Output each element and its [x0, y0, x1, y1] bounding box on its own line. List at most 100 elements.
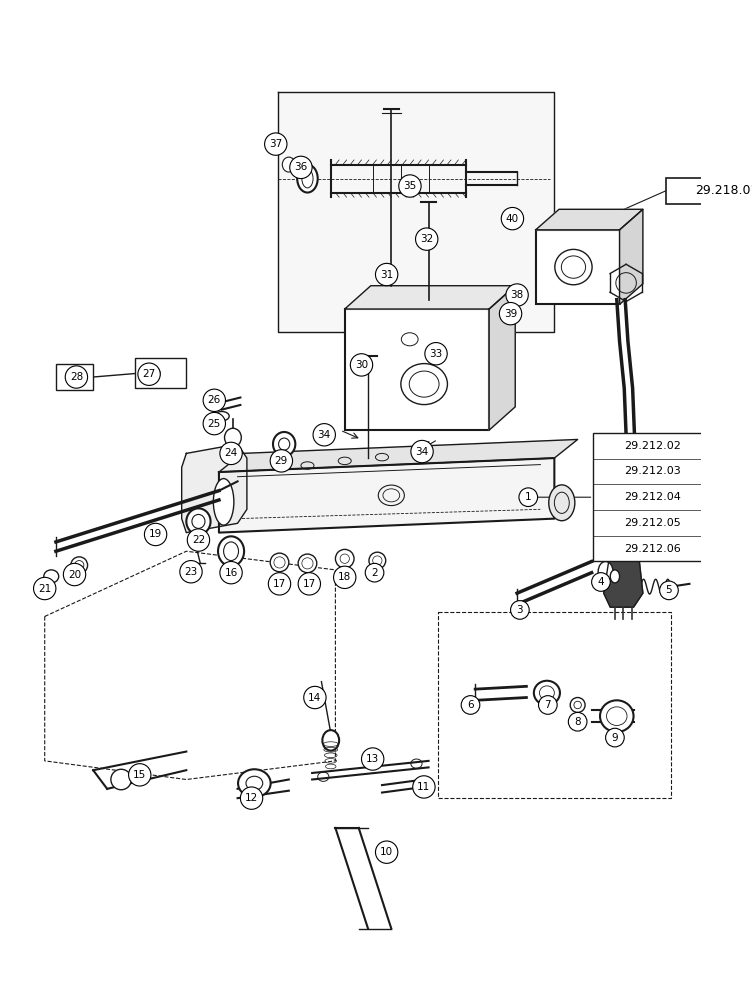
Bar [135, 358, 186, 388]
Circle shape [375, 263, 398, 286]
Polygon shape [219, 439, 578, 472]
Circle shape [65, 366, 87, 388]
Circle shape [298, 573, 320, 595]
Text: 19: 19 [149, 529, 162, 539]
Circle shape [129, 764, 151, 786]
Ellipse shape [273, 432, 296, 456]
Ellipse shape [369, 552, 386, 569]
Text: 15: 15 [133, 770, 147, 780]
Text: 17: 17 [273, 579, 286, 589]
Ellipse shape [225, 428, 241, 447]
Text: 6: 6 [467, 700, 474, 710]
Ellipse shape [111, 769, 132, 790]
Circle shape [411, 440, 433, 463]
Ellipse shape [71, 557, 87, 574]
Text: 17: 17 [303, 579, 316, 589]
Text: 27: 27 [142, 369, 156, 379]
Circle shape [268, 573, 291, 595]
Polygon shape [182, 444, 247, 533]
Text: 10: 10 [380, 847, 393, 857]
Circle shape [499, 302, 522, 325]
Text: 37: 37 [269, 139, 283, 149]
Circle shape [350, 354, 373, 376]
Circle shape [187, 529, 210, 551]
Circle shape [425, 343, 447, 365]
Text: 30: 30 [355, 360, 368, 370]
Circle shape [506, 284, 528, 306]
Circle shape [362, 748, 384, 770]
Text: 12: 12 [245, 793, 258, 803]
Ellipse shape [549, 485, 575, 521]
Text: 33: 33 [429, 349, 443, 359]
Text: 13: 13 [366, 754, 379, 764]
Text: 29.212.06: 29.212.06 [624, 544, 681, 554]
Text: 26: 26 [208, 395, 221, 405]
Ellipse shape [218, 536, 244, 566]
Text: 7: 7 [544, 700, 551, 710]
Ellipse shape [555, 249, 592, 285]
Text: 4: 4 [598, 577, 605, 587]
Circle shape [511, 601, 529, 619]
Text: 22: 22 [192, 535, 205, 545]
Circle shape [220, 442, 242, 465]
Text: 29.212.02: 29.212.02 [623, 441, 681, 451]
Text: 31: 31 [380, 270, 393, 280]
Circle shape [34, 577, 56, 600]
Text: 24: 24 [224, 448, 238, 458]
Circle shape [592, 573, 611, 591]
Ellipse shape [570, 698, 585, 712]
Circle shape [203, 412, 226, 435]
Ellipse shape [238, 769, 271, 797]
Text: 29.218.01: 29.218.01 [695, 184, 752, 197]
Text: 34: 34 [415, 447, 429, 457]
Circle shape [265, 133, 287, 155]
Circle shape [375, 841, 398, 863]
Circle shape [334, 566, 356, 589]
Circle shape [270, 450, 293, 472]
Circle shape [144, 523, 167, 546]
Ellipse shape [600, 700, 633, 732]
Text: 16: 16 [224, 568, 238, 578]
Circle shape [519, 488, 538, 507]
Circle shape [416, 228, 438, 250]
Polygon shape [604, 551, 643, 607]
Circle shape [304, 686, 326, 709]
Ellipse shape [214, 411, 229, 421]
Bar [535, 230, 620, 304]
Polygon shape [277, 92, 554, 332]
Ellipse shape [298, 554, 317, 573]
Ellipse shape [297, 165, 317, 193]
Text: 20: 20 [68, 570, 81, 580]
Text: 36: 36 [294, 162, 308, 172]
Circle shape [63, 563, 86, 586]
Ellipse shape [282, 157, 296, 172]
Text: 29: 29 [274, 456, 288, 466]
Text: 29.212.05: 29.212.05 [624, 518, 681, 528]
Text: 3: 3 [517, 605, 523, 615]
Bar [666, 178, 752, 204]
Circle shape [220, 561, 242, 584]
Text: 32: 32 [420, 234, 433, 244]
Circle shape [313, 424, 335, 446]
Text: 21: 21 [38, 584, 51, 594]
Polygon shape [620, 209, 643, 304]
Ellipse shape [598, 561, 613, 582]
Text: 2: 2 [371, 568, 378, 578]
Bar [344, 309, 489, 430]
Ellipse shape [214, 479, 234, 525]
Polygon shape [535, 209, 643, 230]
Polygon shape [489, 286, 515, 430]
Text: 1: 1 [525, 492, 532, 502]
Circle shape [569, 712, 587, 731]
Circle shape [461, 696, 480, 714]
Circle shape [138, 363, 160, 385]
Circle shape [413, 776, 435, 798]
Circle shape [180, 561, 202, 583]
Text: 18: 18 [338, 572, 351, 582]
Text: 39: 39 [504, 309, 517, 319]
Text: 11: 11 [417, 782, 431, 792]
Text: 14: 14 [308, 693, 322, 703]
Circle shape [538, 696, 557, 714]
Circle shape [660, 581, 678, 600]
Text: 28: 28 [70, 372, 83, 382]
